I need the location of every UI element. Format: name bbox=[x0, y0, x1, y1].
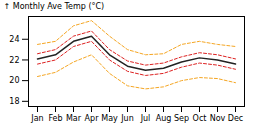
svg-text:Jun: Jun bbox=[120, 114, 134, 123]
svg-text:Jan: Jan bbox=[30, 114, 43, 123]
svg-text:Mar: Mar bbox=[66, 114, 82, 123]
svg-text:↑ Monthly Ave Temp (°C): ↑ Monthly Ave Temp (°C) bbox=[4, 2, 105, 11]
svg-text:Apr: Apr bbox=[85, 114, 100, 123]
svg-text:Sep: Sep bbox=[174, 114, 189, 123]
svg-text:Oct: Oct bbox=[193, 114, 207, 123]
svg-text:24: 24 bbox=[9, 35, 19, 44]
svg-text:20: 20 bbox=[9, 76, 19, 85]
svg-text:Feb: Feb bbox=[48, 114, 62, 123]
svg-text:Nov: Nov bbox=[210, 114, 226, 123]
svg-text:18: 18 bbox=[9, 97, 19, 106]
svg-text:Jul: Jul bbox=[140, 114, 151, 123]
svg-text:Aug: Aug bbox=[156, 114, 172, 123]
svg-text:22: 22 bbox=[9, 56, 19, 65]
svg-text:May: May bbox=[101, 114, 118, 123]
svg-text:Dec: Dec bbox=[228, 114, 243, 123]
